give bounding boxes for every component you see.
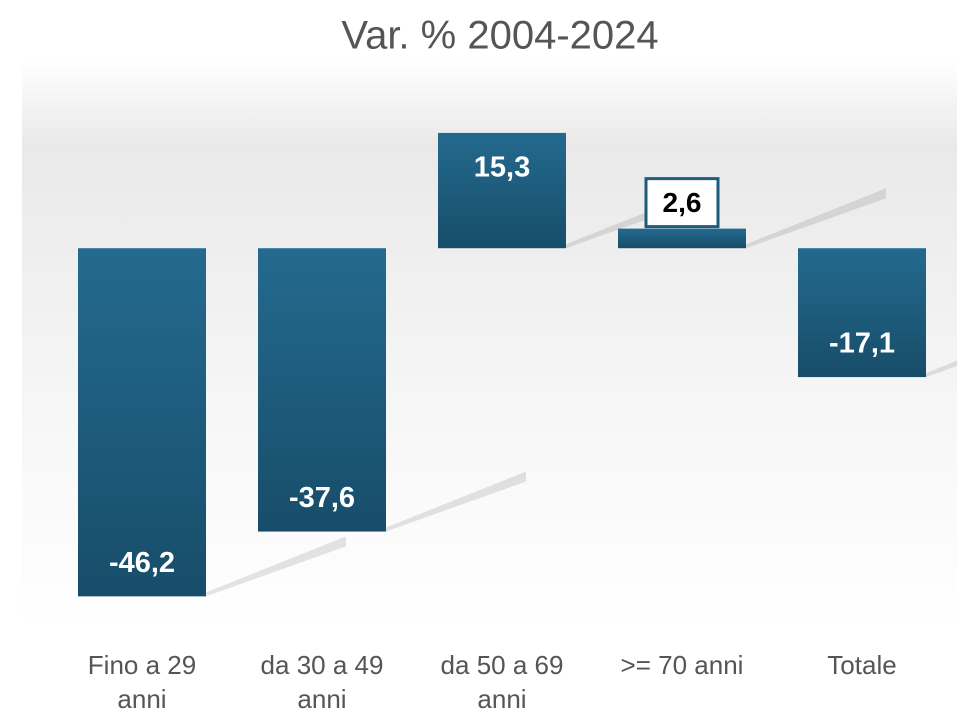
data-label: 2,6 — [663, 187, 702, 218]
data-label-box — [644, 177, 720, 229]
data-label: 15,3 — [474, 152, 530, 184]
bar — [798, 248, 926, 378]
bar — [78, 248, 206, 597]
data-label: -37,6 — [289, 482, 355, 514]
x-tick-label: da 30 a 49 anni — [260, 650, 384, 714]
x-tick-label: Totale — [827, 650, 897, 680]
chart-title: Var. % 2004-2024 — [341, 14, 658, 58]
bar — [438, 132, 566, 249]
data-label: -46,2 — [109, 547, 175, 579]
data-label: -17,1 — [829, 328, 895, 360]
bar-shadow — [386, 471, 526, 532]
x-tick-label: Fino a 29 anni — [87, 650, 197, 714]
bar-shadow — [746, 188, 886, 249]
x-tick-label: >= 70 anni — [620, 650, 744, 680]
x-tick-label: da 50 a 69 anni — [440, 650, 564, 714]
bar — [618, 228, 746, 249]
bar-shadow — [926, 360, 957, 378]
bar-shadow — [206, 536, 346, 597]
bar — [258, 248, 386, 532]
